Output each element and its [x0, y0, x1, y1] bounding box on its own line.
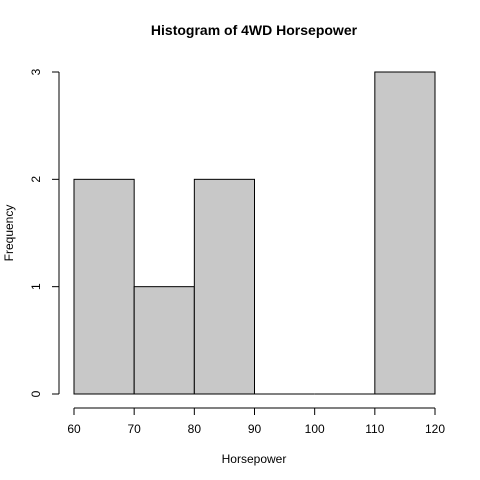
- y-axis-label: Frequency: [2, 205, 16, 262]
- y-tick-label: 1: [29, 283, 43, 290]
- y-tick-label: 3: [29, 68, 43, 75]
- y-axis: 0 1 2 3: [29, 68, 60, 397]
- chart-title: Histogram of 4WD Horsepower: [151, 22, 358, 38]
- x-tick-label: 80: [188, 422, 202, 436]
- y-tick-label: 0: [29, 390, 43, 397]
- x-axis: 60 70 80 90 100 110 120: [67, 407, 445, 436]
- histogram-bar-1: [133, 286, 195, 395]
- x-axis-label: Horsepower: [222, 452, 287, 466]
- histogram-bar-5: [374, 71, 436, 395]
- x-tick-label: 60: [67, 422, 81, 436]
- x-tick-label: 70: [127, 422, 141, 436]
- x-tick-label: 100: [305, 422, 325, 436]
- x-tick-label: 90: [248, 422, 262, 436]
- histogram-bar-0: [73, 178, 135, 395]
- bars-group: [73, 71, 436, 395]
- y-tick-label: 2: [29, 176, 43, 183]
- x-tick-label: 110: [365, 422, 384, 436]
- histogram-bar-2: [193, 178, 255, 395]
- x-tick-label: 120: [425, 422, 445, 436]
